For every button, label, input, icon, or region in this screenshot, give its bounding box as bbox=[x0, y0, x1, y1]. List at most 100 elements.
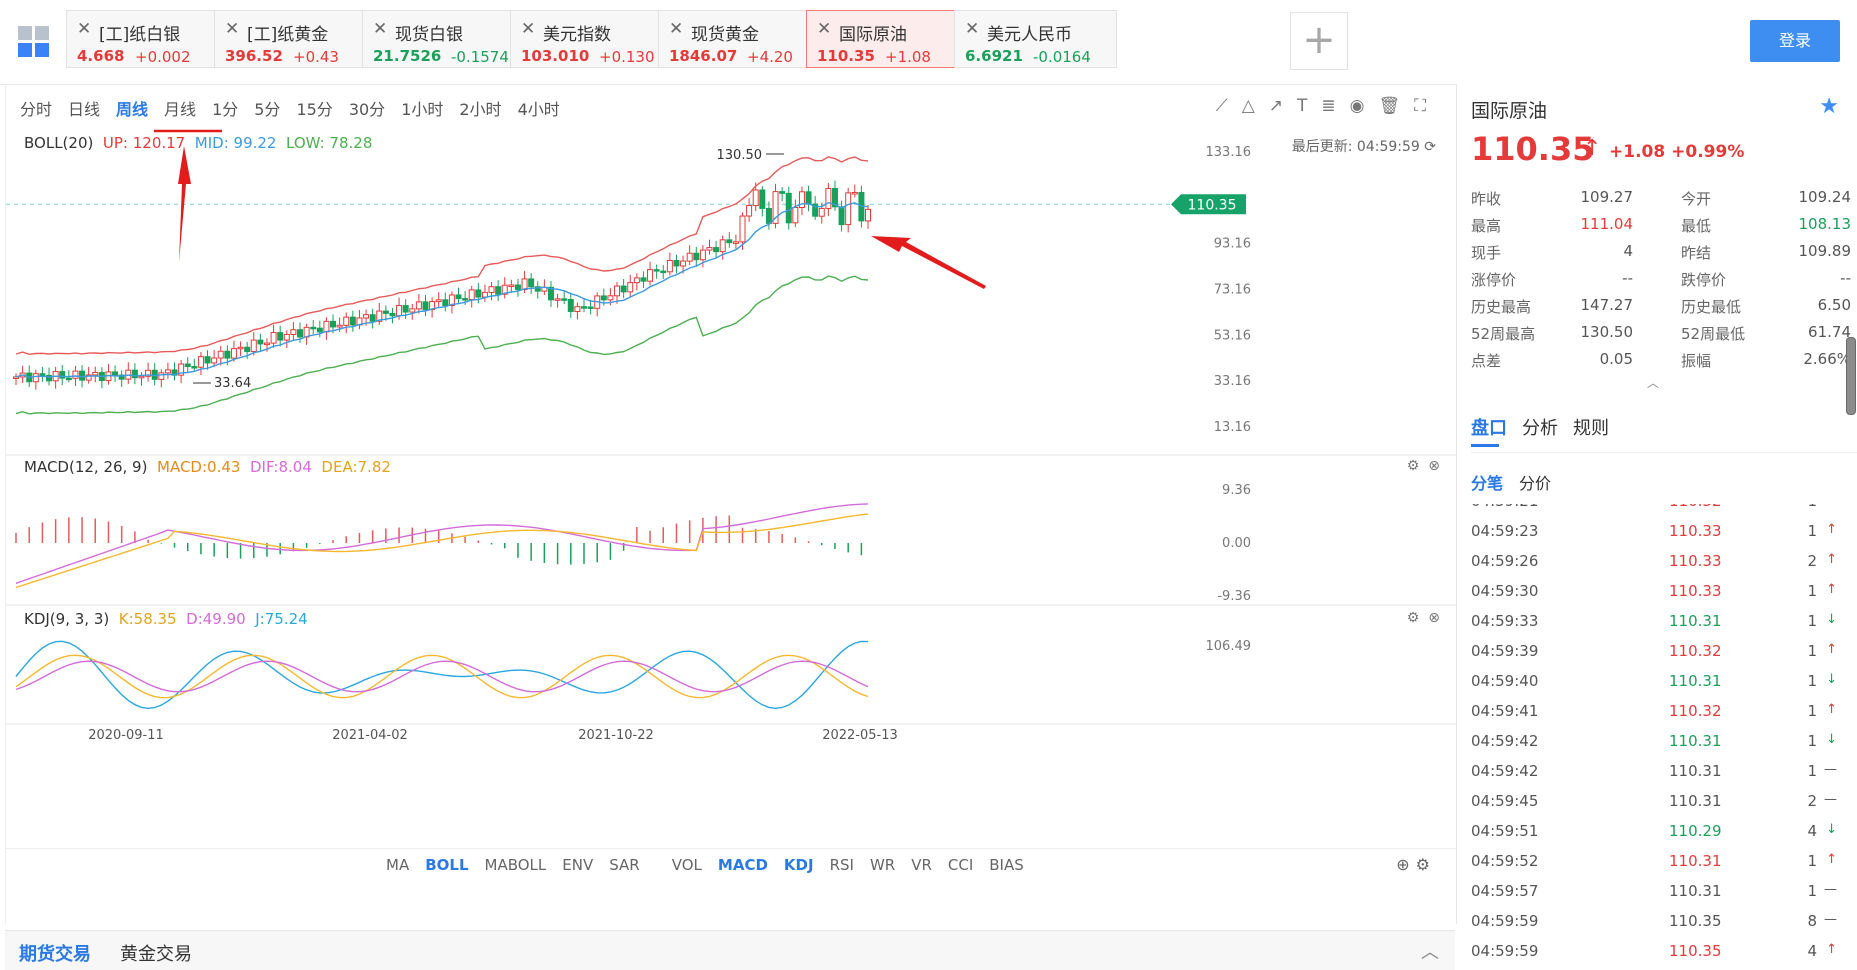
apps-grid-icon[interactable] bbox=[18, 26, 50, 58]
indicator-option[interactable]: BOLL bbox=[425, 856, 469, 874]
close-pane-icon[interactable]: ⊗ bbox=[1428, 610, 1440, 626]
candle-body bbox=[402, 305, 409, 313]
panel-tab[interactable]: 规则 bbox=[1573, 418, 1609, 439]
period-option[interactable]: 月线 bbox=[164, 100, 197, 119]
settings-icon[interactable]: ⚙ bbox=[1406, 458, 1420, 474]
period-option[interactable]: 30分 bbox=[348, 100, 386, 119]
tab-price: 396.52 bbox=[225, 47, 283, 65]
candle-body bbox=[501, 284, 508, 295]
indicator-option[interactable]: MACD bbox=[717, 856, 768, 874]
candle-body bbox=[178, 363, 185, 376]
settings-icon[interactable]: ⚙ bbox=[1415, 855, 1436, 874]
candle-body bbox=[600, 295, 607, 301]
stat-value: 6.50 bbox=[1817, 296, 1851, 314]
star-icon[interactable]: ★ bbox=[1819, 94, 1839, 119]
indicator-option[interactable]: VR bbox=[911, 856, 932, 874]
gold-trade-tab[interactable]: 黄金交易 bbox=[120, 944, 192, 965]
panel-tab[interactable]: 分析 bbox=[1522, 418, 1558, 439]
text-tool-icon[interactable]: T bbox=[1297, 96, 1322, 116]
period-option[interactable]: 15分 bbox=[296, 100, 333, 119]
candle-body bbox=[369, 314, 376, 322]
trash-icon[interactable]: 🗑 bbox=[1378, 96, 1415, 116]
period-option[interactable]: 5分 bbox=[254, 100, 281, 119]
stat-label: 点差 bbox=[1471, 352, 1502, 370]
add-tab-button[interactable]: + bbox=[1290, 12, 1348, 70]
candle-body bbox=[587, 306, 594, 309]
note-tool-icon[interactable]: ≣ bbox=[1321, 96, 1350, 116]
period-option[interactable]: 周线 bbox=[116, 100, 149, 119]
period-option[interactable]: 日线 bbox=[68, 100, 101, 119]
close-icon[interactable]: ✕ bbox=[521, 19, 536, 39]
collapse-caret-icon[interactable]: ︿ bbox=[1647, 376, 1660, 390]
candle-body bbox=[607, 295, 614, 301]
instrument-tab[interactable]: ✕ 现货黄金 1846.07 +4.20 bbox=[658, 10, 821, 68]
panel-subtabs: 分笔 分价 bbox=[1471, 470, 1567, 494]
indicator-option[interactable]: MA bbox=[386, 856, 410, 874]
login-button[interactable]: 登录 bbox=[1750, 20, 1840, 62]
current-price-tag-text: 110.35 bbox=[1188, 197, 1237, 213]
tab-change: -0.0164 bbox=[1033, 48, 1091, 66]
period-option[interactable]: 2小时 bbox=[459, 100, 502, 119]
shape-tool-icon[interactable]: △ bbox=[1241, 96, 1269, 116]
indicator-option[interactable]: KDJ bbox=[783, 856, 814, 874]
tab-price: 6.6921 bbox=[965, 47, 1023, 65]
fullscreen-icon[interactable]: ⛶ bbox=[1414, 96, 1440, 116]
indicator-option[interactable]: ENV bbox=[562, 856, 594, 874]
stat-value: 130.50 bbox=[1580, 323, 1634, 341]
indicator-option[interactable]: WR bbox=[869, 856, 896, 874]
refresh-icon[interactable]: ⟳ bbox=[1424, 139, 1436, 155]
instrument-tab[interactable]: ✕ [工]纸白银 4.668 +0.002 bbox=[66, 10, 229, 68]
eye-icon[interactable]: ◉ bbox=[1349, 96, 1379, 116]
chevron-up-icon[interactable]: ︿ bbox=[1421, 942, 1439, 963]
stat-label: 跌停价 bbox=[1681, 271, 1727, 289]
futures-trade-tab[interactable]: 期货交易 bbox=[19, 944, 91, 965]
instrument-tab[interactable]: ✕ 国际原油 110.35 +1.08 bbox=[806, 10, 969, 68]
indicator-option[interactable]: VOL bbox=[671, 856, 702, 874]
tick-time: 04:59:23 bbox=[1471, 522, 1539, 540]
panel-tab[interactable]: 盘口 bbox=[1471, 418, 1507, 439]
instrument-tab[interactable]: ✕ 现货白银 21.7526 -0.1574 bbox=[362, 10, 525, 68]
indicator-option[interactable]: SAR bbox=[609, 856, 640, 874]
tick-volume: 1 bbox=[1807, 882, 1817, 900]
indicator-option[interactable]: BIAS bbox=[989, 856, 1024, 874]
indicator-option[interactable]: MABOLL bbox=[484, 856, 547, 874]
period-option[interactable]: 1分 bbox=[212, 100, 239, 119]
instrument-tab[interactable]: ✕ 美元人民币 6.6921 -0.0164 bbox=[954, 10, 1117, 68]
panel-subtab[interactable]: 分价 bbox=[1519, 474, 1552, 493]
close-icon[interactable]: ✕ bbox=[225, 19, 240, 39]
candle-body bbox=[290, 329, 297, 335]
period-option[interactable]: 4小时 bbox=[517, 100, 560, 119]
indicator-option[interactable]: CCI bbox=[947, 856, 974, 874]
candle-body bbox=[244, 346, 251, 352]
close-icon[interactable]: ✕ bbox=[817, 19, 832, 39]
period-option[interactable]: 1小时 bbox=[401, 100, 444, 119]
tick-time: 04:59:42 bbox=[1471, 762, 1539, 780]
period-option[interactable]: 分时 bbox=[20, 100, 53, 119]
line-tool-icon[interactable]: ⟋ bbox=[1215, 96, 1242, 116]
date-axis-label: 2021-10-22 bbox=[578, 728, 654, 743]
close-icon[interactable]: ✕ bbox=[77, 19, 92, 39]
candle-body bbox=[376, 310, 383, 322]
close-icon[interactable]: ✕ bbox=[965, 19, 980, 39]
instrument-tab[interactable]: ✕ [工]纸黄金 396.52 +0.43 bbox=[214, 10, 377, 68]
close-icon[interactable]: ✕ bbox=[373, 19, 388, 39]
arrow-tool-icon[interactable]: ↗ bbox=[1268, 96, 1298, 116]
add-indicator-icon[interactable]: ⊕ bbox=[1396, 855, 1416, 874]
candle-body bbox=[732, 241, 739, 244]
indicator-option[interactable]: RSI bbox=[829, 856, 854, 874]
tick-row: 04:59:26 110.33 2 ↑ bbox=[1471, 546, 1843, 576]
close-pane-icon[interactable]: ⊗ bbox=[1428, 458, 1440, 474]
tick-price: 110.31 bbox=[1669, 882, 1722, 900]
price-chart-canvas[interactable]: 133.16 93.16 73.16 53.16 33.16 13.16 110.35 130… bbox=[6, 84, 1456, 848]
candle-body bbox=[336, 324, 343, 328]
candle-body bbox=[851, 191, 858, 195]
close-icon[interactable]: ✕ bbox=[669, 19, 684, 39]
candle-body bbox=[131, 369, 138, 379]
macd-dif: DIF:8.04 bbox=[249, 458, 312, 476]
candle-body bbox=[343, 316, 350, 326]
candle-body bbox=[191, 366, 198, 369]
settings-icon[interactable]: ⚙ bbox=[1406, 610, 1420, 626]
panel-subtab[interactable]: 分笔 bbox=[1471, 474, 1504, 493]
scrollbar[interactable] bbox=[1846, 337, 1856, 415]
instrument-tab[interactable]: ✕ 美元指数 103.010 +0.130 bbox=[510, 10, 673, 68]
